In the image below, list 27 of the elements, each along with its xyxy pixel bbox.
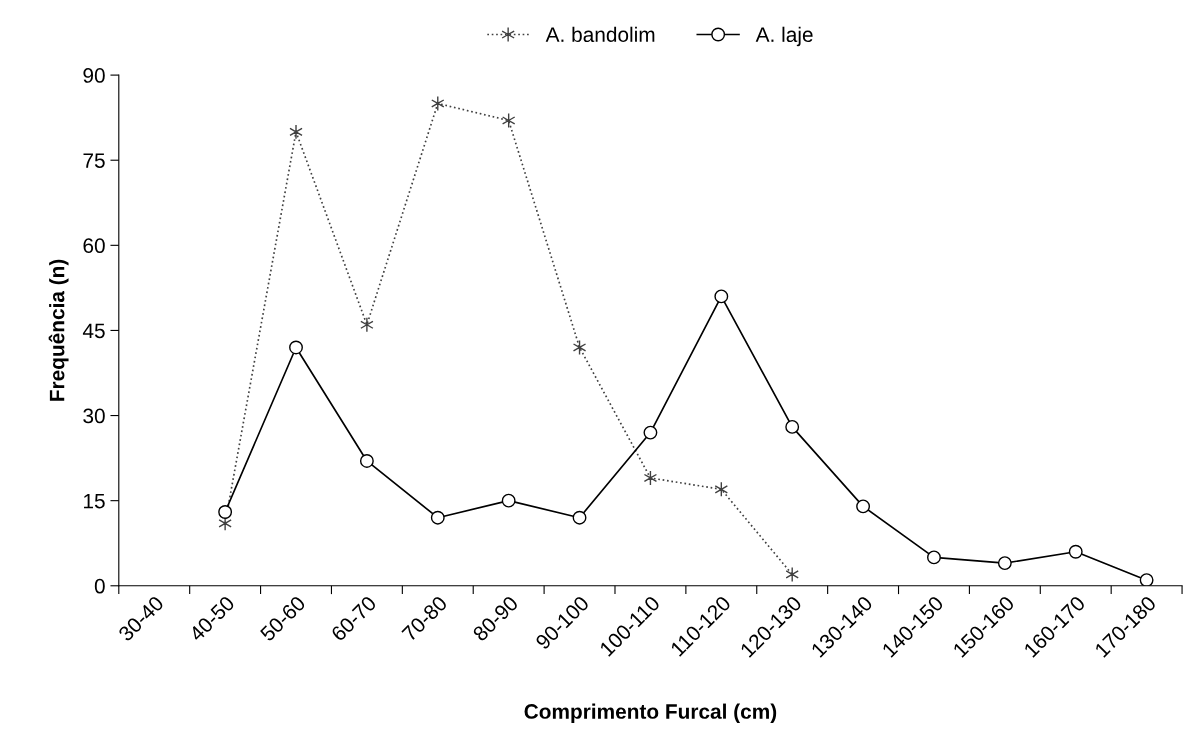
point [997,556,1012,571]
y-tick-label: 30 [83,408,105,424]
y-tick-label: 0 [94,578,105,594]
point [785,419,800,434]
y-tick-label: 15 [84,493,105,509]
point [359,454,374,468]
point [927,550,941,565]
point [572,510,587,525]
point [643,425,658,440]
point [430,510,445,525]
point [360,317,374,333]
point [714,289,729,304]
point [218,505,233,519]
y-axis-title: Frequência (n) [48,259,69,401]
point [1139,573,1154,586]
x-axis-title: Comprimento Furcal (cm) [524,703,777,723]
point [856,499,871,514]
point [289,124,303,140]
y-tick-label: 90 [83,68,105,83]
point [501,493,516,508]
legend-label: A. bandolim [545,26,655,43]
y-tick-label: 45 [82,323,105,339]
point [289,340,303,355]
legend-label: A. laje [755,26,813,47]
y-tick-label: 75 [83,153,105,168]
y-tick-label: 60 [83,238,105,254]
point [1068,544,1083,559]
